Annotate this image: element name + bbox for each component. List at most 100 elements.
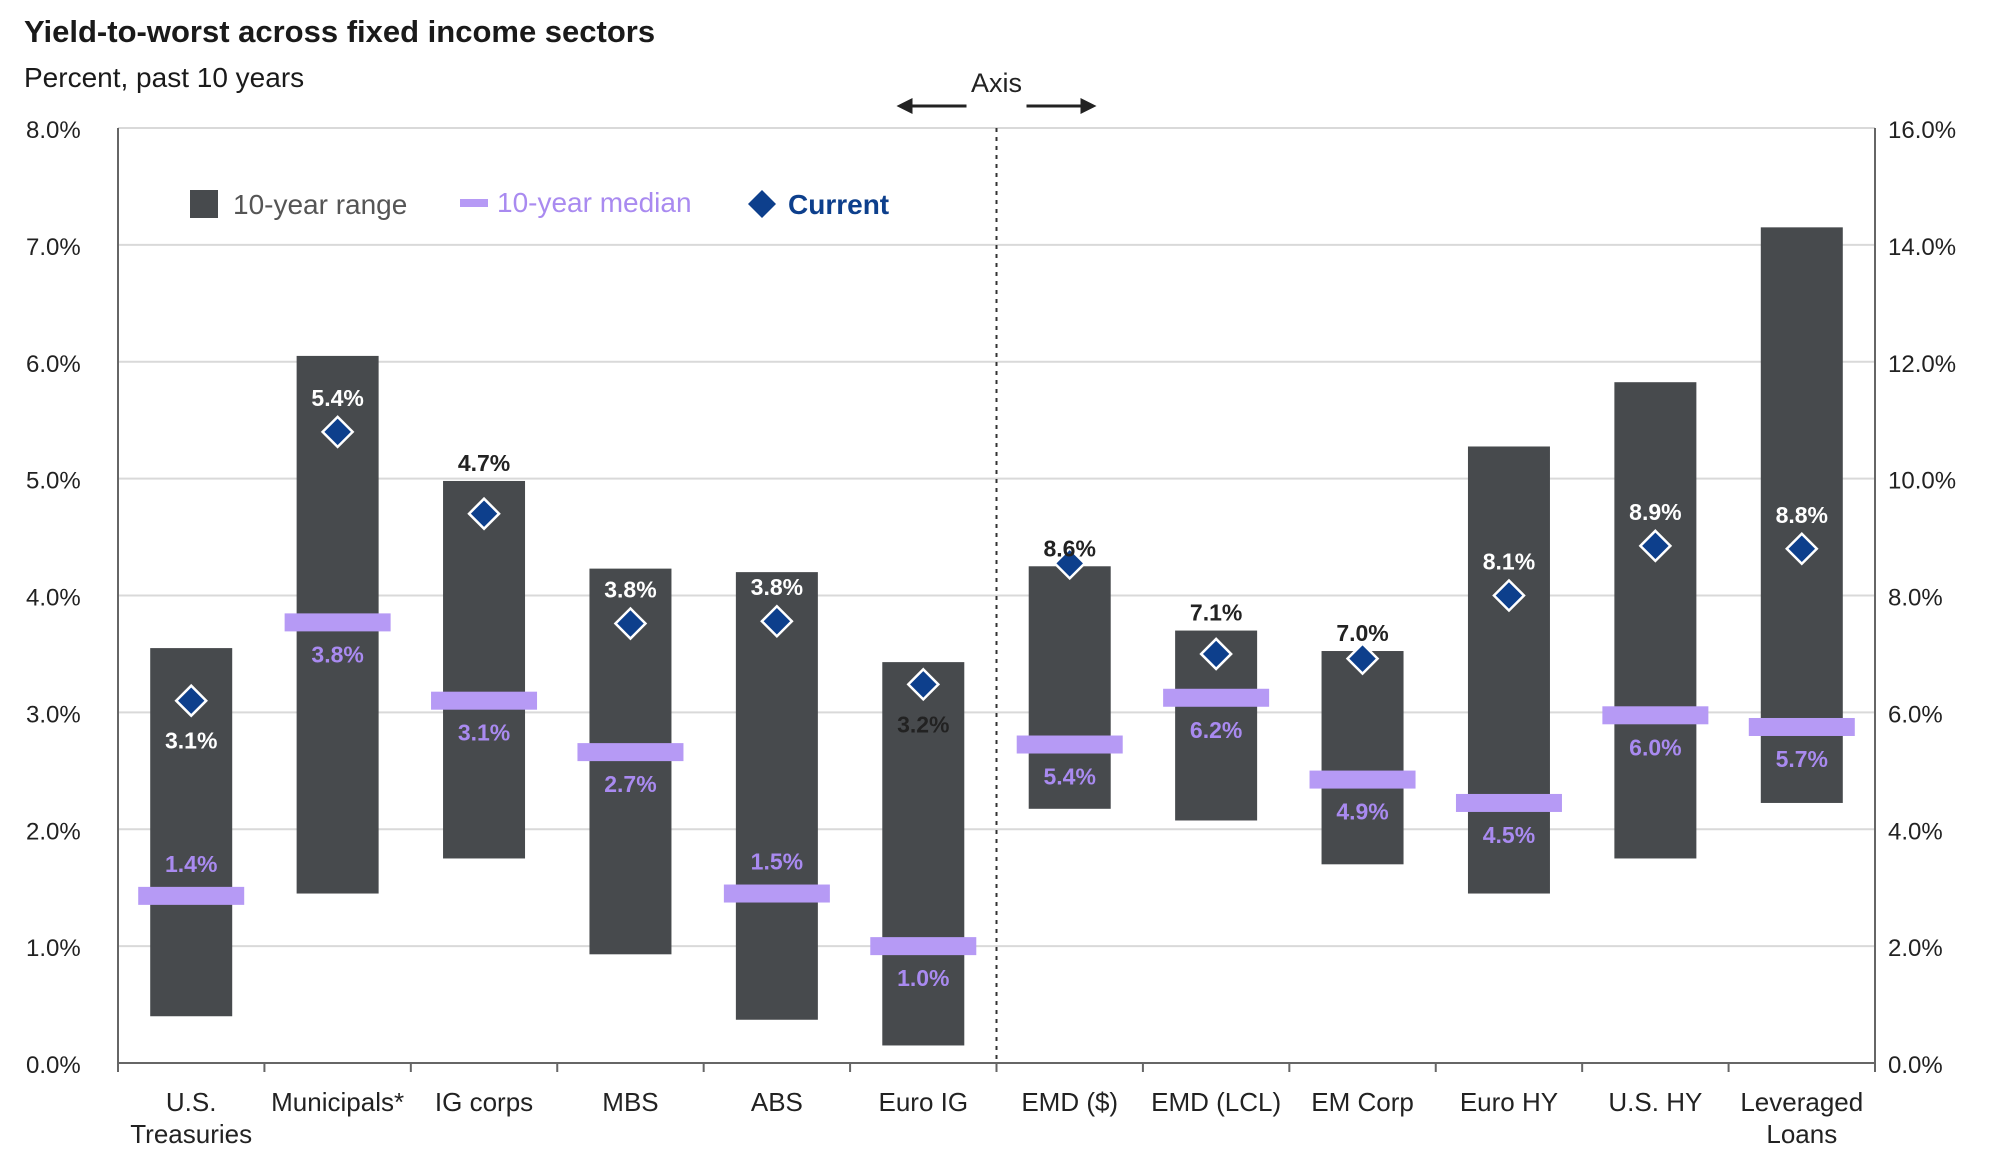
median-value-label: 3.1% <box>458 720 510 746</box>
current-markers <box>174 415 1819 718</box>
x-axis-category-label: Loans <box>1766 1119 1837 1149</box>
left-axis-tick-label: 6.0% <box>26 351 81 378</box>
left-axis-tick-label: 5.0% <box>26 468 81 495</box>
left-axis-tick-label: 0.0% <box>26 1052 81 1079</box>
current-value-label: 4.7% <box>458 450 510 476</box>
median-marker <box>138 886 245 905</box>
right-axis-tick-label: 2.0% <box>1888 935 1943 962</box>
current-marker <box>320 415 355 449</box>
x-axis-category-label: EMD ($) <box>1021 1087 1118 1117</box>
current-marker <box>1785 531 1819 566</box>
legend-current-swatch <box>748 190 776 218</box>
current-marker <box>1492 578 1526 613</box>
median-value-label: 5.4% <box>1043 764 1095 790</box>
current-value-label: 7.1% <box>1190 600 1242 626</box>
median-value-label: 3.8% <box>311 641 363 667</box>
legend-current-label: Current <box>788 189 889 220</box>
current-marker <box>613 606 648 641</box>
median-value-label: 1.0% <box>897 965 949 991</box>
median-marker <box>577 743 684 762</box>
median-marker <box>1602 706 1709 725</box>
axis-arrowhead-right <box>1080 98 1097 114</box>
current-marker <box>1052 546 1087 581</box>
current-marker <box>467 496 501 531</box>
median-marker <box>1748 717 1855 736</box>
median-marker <box>1309 770 1416 789</box>
range-bar <box>735 572 818 1020</box>
x-axis-category-label: U.S. HY <box>1608 1087 1702 1117</box>
range-bar <box>1028 566 1111 809</box>
x-axis-category-label: ABS <box>751 1087 803 1117</box>
range-bar <box>882 662 965 1046</box>
current-value-label: 8.9% <box>1629 499 1681 525</box>
range-bar <box>1760 227 1843 803</box>
median-marker <box>1163 688 1270 707</box>
current-value-label: 5.4% <box>311 385 363 411</box>
left-axis-tick-label: 7.0% <box>26 234 81 261</box>
current-marker <box>906 667 941 702</box>
right-axis-tick-label: 6.0% <box>1888 701 1943 728</box>
median-value-label: 4.9% <box>1336 799 1388 825</box>
current-marker <box>174 683 208 718</box>
current-value-label: 8.1% <box>1483 549 1535 575</box>
left-axis-tick-label: 3.0% <box>26 701 81 728</box>
median-value-label: 6.2% <box>1190 717 1242 743</box>
current-value-label: 3.2% <box>897 711 949 737</box>
median-value-label: 5.7% <box>1776 746 1828 772</box>
median-value-label: 4.5% <box>1483 822 1535 848</box>
median-marker <box>284 613 391 632</box>
median-marker <box>1016 735 1123 754</box>
x-axis-category-label: Leveraged <box>1740 1087 1863 1117</box>
legend-range-label: 10-year range <box>233 189 407 220</box>
median-value-label: 1.5% <box>751 849 803 875</box>
current-value-label: 8.6% <box>1043 535 1095 561</box>
range-bar <box>443 480 526 859</box>
current-value-label: 3.8% <box>751 574 803 600</box>
range-bar <box>1321 651 1404 865</box>
x-axis-category-label: MBS <box>602 1087 658 1117</box>
right-axis-tick-label: 12.0% <box>1888 351 1956 378</box>
chart-subtitle: Percent, past 10 years <box>24 62 305 93</box>
median-marker <box>431 691 538 710</box>
median-marker <box>723 884 830 903</box>
legend-median-swatch <box>460 199 488 207</box>
range-bar <box>1614 382 1697 859</box>
range-bar <box>1467 446 1550 894</box>
left-axis-tick-label: 8.0% <box>26 117 81 144</box>
data-labels: 3.1% 1.4% 5.4% 3.8% 4.7% 3.1% 3.8% 2.7% 3.8% 1.5%… <box>165 385 1828 991</box>
current-value-label: 8.8% <box>1776 502 1828 528</box>
x-axis-category-label: Euro HY <box>1460 1087 1558 1117</box>
median-marker <box>870 937 977 956</box>
current-marker <box>760 604 794 638</box>
x-axis-category-label: EM Corp <box>1311 1087 1414 1117</box>
x-axis-category-label: EMD (LCL) <box>1151 1087 1281 1117</box>
right-axis-tick-label: 16.0% <box>1888 117 1956 144</box>
right-axis-tick-label: 0.0% <box>1888 1052 1943 1079</box>
axis-arrowhead-left <box>896 98 913 114</box>
legend-range-swatch <box>190 190 218 218</box>
median-marker <box>1455 793 1562 812</box>
right-axis-tick-label: 8.0% <box>1888 585 1943 612</box>
median-markers <box>138 613 1855 956</box>
current-value-label: 3.8% <box>604 577 656 603</box>
right-axis-tick-label: 4.0% <box>1888 818 1943 845</box>
current-marker <box>1199 637 1233 671</box>
x-axis-category-label: IG corps <box>435 1087 533 1117</box>
current-marker <box>1345 641 1380 676</box>
axis-note: Axis <box>971 68 1022 98</box>
chart-title: Yield-to-worst across fixed income secto… <box>24 14 656 49</box>
x-axis-category-label: Municipals* <box>271 1087 404 1117</box>
current-value-label: 3.1% <box>165 728 217 754</box>
right-axis-tick-label: 10.0% <box>1888 468 1956 495</box>
legend: 10-year range 10-year median Current <box>190 187 889 220</box>
current-value-label: 7.0% <box>1336 620 1388 646</box>
median-value-label: 6.0% <box>1629 734 1681 760</box>
median-value-label: 1.4% <box>165 851 217 877</box>
x-axis-category-label: Treasuries <box>130 1119 252 1149</box>
x-axis-category-label: Euro IG <box>878 1087 968 1117</box>
x-axis-category-label: U.S. <box>166 1087 217 1117</box>
right-axis-tick-label: 14.0% <box>1888 234 1956 261</box>
current-marker <box>1638 529 1673 563</box>
median-value-label: 2.7% <box>604 771 656 797</box>
